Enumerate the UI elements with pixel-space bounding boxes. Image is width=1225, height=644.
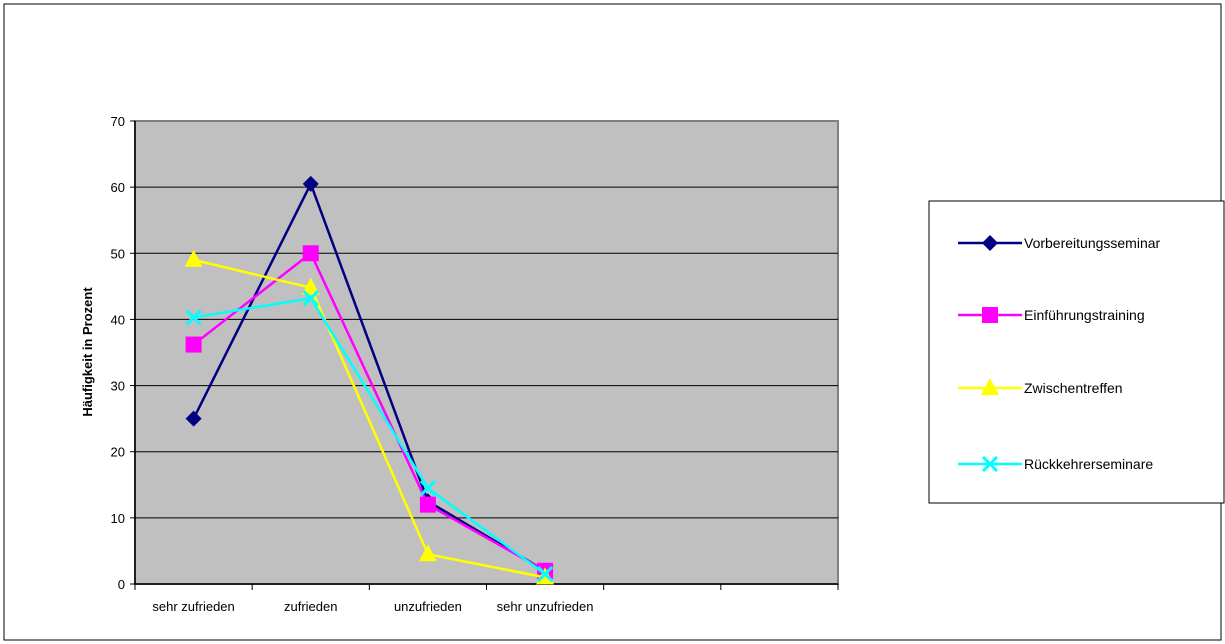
series-line <box>192 252 546 572</box>
data-point <box>301 277 320 295</box>
legend-label: Einführungstraining <box>1024 307 1145 323</box>
data-point <box>184 249 203 267</box>
y-tick-label: 0 <box>118 577 125 592</box>
legend-entry: Rückkehrerseminare <box>958 455 1153 473</box>
data-point <box>185 309 202 326</box>
series-line <box>193 297 546 576</box>
legend-label: Zwischentreffen <box>1024 380 1123 396</box>
data-point <box>419 480 436 497</box>
legend-marker <box>982 235 998 251</box>
gridlines <box>135 186 838 519</box>
y-tick-label: 70 <box>111 114 125 129</box>
series-line <box>192 182 546 572</box>
data-point <box>185 410 202 427</box>
legend-label: Rückkehrerseminare <box>1024 456 1153 472</box>
x-tick-label: unzufrieden <box>394 599 462 614</box>
y-tick-label: 40 <box>111 312 125 327</box>
y-axis-title: Häufigkeit in Prozent <box>80 287 95 417</box>
series-4 <box>185 290 554 583</box>
x-tick-label: zufrieden <box>284 599 337 614</box>
data-point <box>419 496 436 513</box>
data-point <box>302 175 319 192</box>
legend-box <box>928 200 1225 504</box>
legend-marker <box>981 378 999 395</box>
plot-area <box>134 120 839 585</box>
y-tick-label: 30 <box>111 379 125 394</box>
legend: Vorbereitungsseminar Einführungstraining Z… <box>958 235 1161 473</box>
legend-marker <box>981 455 999 473</box>
data-point <box>537 566 554 583</box>
x-tick-label: sehr zufrieden <box>152 599 234 614</box>
legend-entry: Vorbereitungsseminar <box>958 235 1161 251</box>
x-tick-label: sehr unzufrieden <box>497 599 594 614</box>
series-line <box>193 258 546 579</box>
data-point <box>418 544 437 562</box>
data-point <box>185 336 202 353</box>
y-tick-label: 20 <box>111 445 125 460</box>
data-point <box>302 245 319 262</box>
y-tick-label: 50 <box>111 246 125 261</box>
x-axis-ticks: sehr zufrieden zufrieden unzufrieden sehr u… <box>134 584 839 614</box>
legend-marker <box>982 307 998 323</box>
y-tick-label: 60 <box>111 180 125 195</box>
legend-label: Vorbereitungsseminar <box>1024 235 1161 251</box>
legend-entry: Einführungstraining <box>958 307 1145 323</box>
series-layer <box>184 175 555 585</box>
y-axis-ticks: 0 10 20 30 40 50 60 70 <box>111 114 135 592</box>
data-point <box>302 290 319 307</box>
y-tick-label: 10 <box>111 511 125 526</box>
legend-entry: Zwischentreffen <box>958 378 1123 396</box>
